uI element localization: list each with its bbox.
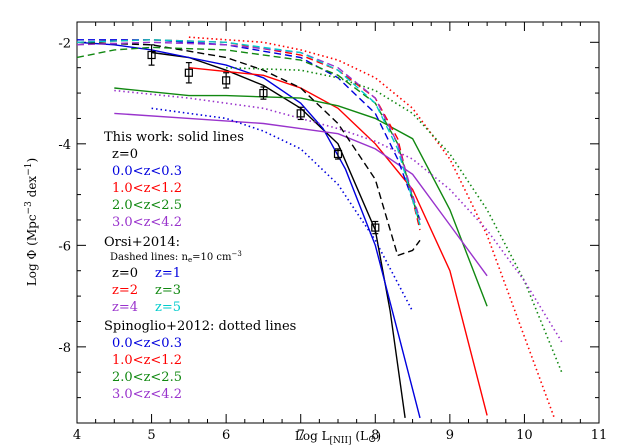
legend-item-orsi-z0: z=0 [112,266,138,281]
point-marker [222,76,231,85]
x-tick-label: 10 [516,428,533,443]
series-dashed-8 [77,46,421,226]
legend-item-orsi-z5: z=5 [155,300,181,315]
legend-item-orsi-z3: z=3 [155,283,181,298]
y-tick-label: -8 [58,341,71,356]
series-layer [77,36,563,419]
point-marker [184,68,193,77]
x-tick-label: 8 [371,428,379,443]
legend-group1-title: This work: solid lines [104,130,244,145]
data-points-layer [147,44,380,235]
x-tick-label: 11 [591,428,608,443]
series-dashed-10 [77,39,421,226]
data-point [184,62,193,84]
axis-ticks: 4 5 6 7 8 9 10 11 -2 -4 -6 -8 [58,22,607,443]
legend-item-this-z0: z=0 [112,147,138,162]
series-solid-1 [77,41,421,419]
x-tick-label: 9 [446,428,454,443]
y-tick-label: -4 [58,138,71,153]
point-marker [333,149,343,159]
legend-item-spin-z00-03: 0.0<z<0.3 [112,336,182,351]
legend-item-this-z00-03: 0.0<z<0.3 [112,164,182,179]
legend-item-this-z20-25: 2.0<z<2.5 [112,198,182,213]
series-solid-0 [151,51,406,418]
data-point [371,220,380,235]
legend-item-spin-z20-25: 2.0<z<2.5 [112,370,182,385]
point-marker [147,50,156,60]
x-tick-label: 4 [73,428,81,443]
y-tick-label: -6 [58,239,71,254]
data-point [147,44,156,66]
point-marker [371,223,380,232]
series-dotted-14 [114,89,563,343]
y-axis-title: Log Φ (Mpc−3 dex−1) [24,158,39,286]
legend-item-orsi-z4: z=4 [112,300,138,315]
x-tick-label: 7 [297,428,305,443]
x-tick-label: 6 [222,428,230,443]
series-solid-2 [188,67,488,416]
legend-item-spin-z10-12: 1.0<z<1.2 [112,353,182,368]
series-dashed-7 [77,39,421,231]
series-dotted-11 [151,107,414,312]
series-dashed-5 [77,41,421,257]
data-point [296,106,305,121]
legend-item-orsi-z2: z=2 [112,283,138,298]
y-tick-label: -2 [58,36,71,51]
series-dotted-12 [188,36,556,419]
legend-item-this-z30-42: 3.0<z<4.2 [112,215,182,230]
legend-group3-title: Spinoglio+2012: dotted lines [104,319,296,334]
x-axis-title: Log L[NII] (L⊙) [295,429,381,445]
series-solid-4 [114,112,488,277]
series-dashed-9 [77,41,421,221]
point-marker [259,88,268,98]
legend-item-this-z10-12: 1.0<z<1.2 [112,181,182,196]
data-point [222,72,231,89]
legend-group2-subtitle: Dashed lines: ne=10 cm−3 [110,250,242,264]
point-marker [296,109,305,118]
legend: This work: solid lines z=0 0.0<z<0.3 1.0… [104,130,296,402]
series-solid-3 [114,87,488,307]
data-point [333,148,343,160]
data-point [259,86,268,100]
x-tick-label: 5 [147,428,155,443]
legend-item-orsi-z1: z=1 [155,266,181,281]
legend-group2-title: Orsi+2014: [104,235,180,250]
legend-item-spin-z30-42: 3.0<z<4.2 [112,387,182,402]
